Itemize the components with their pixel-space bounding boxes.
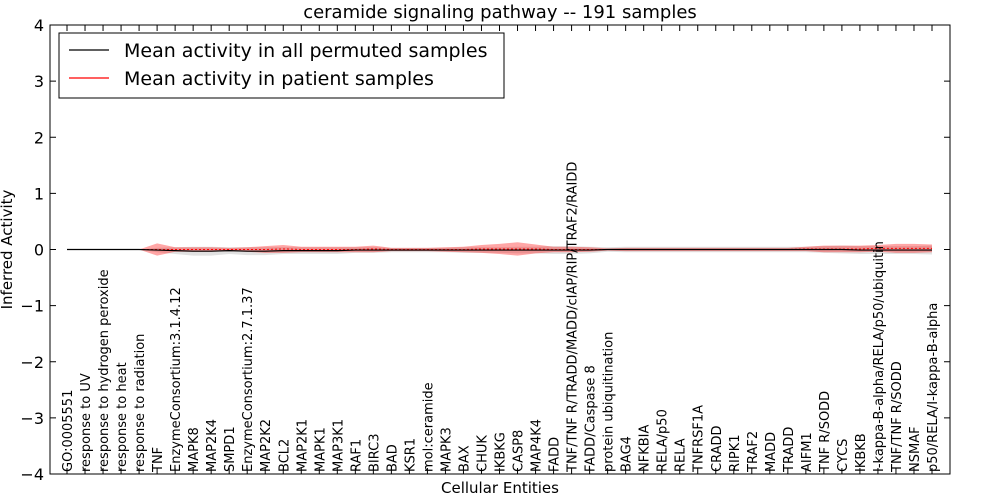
x-tick-label: protein ubiquitination — [602, 332, 617, 472]
x-tick-label: BIRC3 — [367, 434, 382, 473]
x-tick-label: TNFRSF1A — [692, 405, 707, 473]
x-tick-label: response to heat — [115, 362, 130, 472]
x-tick-label: BAG4 — [620, 436, 635, 472]
x-tick-label: MADD — [764, 432, 779, 472]
x-tick-label: mol:ceramide — [421, 382, 436, 472]
legend-label-permuted: Mean activity in all permuted samples — [124, 40, 487, 62]
x-axis-label: Cellular Entities — [441, 479, 559, 497]
legend-box — [58, 32, 505, 99]
x-tick-label: MAP2K2 — [259, 419, 274, 472]
legend: Mean activity in all permuted samples Me… — [58, 32, 505, 99]
x-tick-label: FADD — [548, 437, 563, 472]
x-tick-label: MAP3K1 — [331, 419, 346, 472]
x-tick-label: GO:0005551 — [61, 390, 76, 472]
x-tick-label: TNF/TNF R/TRADD/MADD/cIAP/RIP/TRAF2/RAID… — [566, 162, 581, 473]
x-tick-label: IKBKB — [854, 433, 869, 472]
y-axis: −4 −3 −2 −1 0 1 2 3 4 — [20, 16, 950, 484]
x-tick-label: EnzymeConsortium:3.1.4.12 — [169, 287, 184, 472]
x-tick-label: CASP8 — [512, 430, 527, 472]
x-tick-label: BAX — [457, 445, 472, 472]
y-tick-label: 2 — [34, 128, 44, 147]
y-tick-label: −2 — [20, 353, 44, 372]
x-tick-label: NFKBIA — [638, 425, 653, 472]
x-tick-label: RAF1 — [349, 439, 364, 472]
x-tick-label: TNF — [151, 447, 166, 473]
x-tick-label: response to UV — [79, 373, 94, 472]
y-tick-label: −3 — [20, 409, 44, 428]
x-tick-label: RIPK1 — [728, 434, 743, 472]
x-tick-label: NSMAF — [908, 426, 923, 472]
y-tick-label: −4 — [20, 465, 44, 484]
x-tick-label: TNF/TNF R/SODD — [890, 361, 905, 473]
chart-title: ceramide signaling pathway -- 191 sample… — [303, 2, 697, 23]
x-tick-label: MAP2K4 — [205, 419, 220, 472]
y-tick-label: 0 — [34, 241, 44, 260]
y-tick-label: −1 — [20, 297, 44, 316]
legend-label-patient: Mean activity in patient samples — [124, 68, 434, 90]
series-lines — [67, 247, 932, 252]
x-tick-label: MAPK8 — [187, 427, 202, 472]
x-tick-label: MAP2K1 — [295, 419, 310, 472]
y-axis-label: Inferred Activity — [0, 189, 16, 309]
x-tick-label: response to radiation — [133, 334, 148, 472]
x-tick-label: CYCS — [836, 439, 851, 472]
x-tick-label: TNF R/SODD — [818, 391, 833, 473]
x-tick-label: CRADD — [710, 426, 725, 473]
x-tick-label: FADD/Caspase 8 — [584, 365, 599, 472]
x-tick-label: BAD — [385, 444, 400, 472]
x-tick-label: RELA/p50 — [656, 409, 671, 472]
x-tick-label: BCL2 — [277, 439, 292, 472]
x-tick-label: CHUK — [475, 435, 490, 472]
y-tick-label: 1 — [34, 184, 44, 203]
x-tick-label: EnzymeConsortium:2.7.1.37 — [241, 287, 256, 472]
x-tick-label: KSR1 — [403, 438, 418, 472]
y-tick-label: 4 — [34, 16, 44, 35]
x-tick-label: IKBKG — [494, 432, 509, 472]
x-tick-label: MAPK3 — [439, 427, 454, 472]
x-tick-label: response to hydrogen peroxide — [97, 269, 112, 472]
x-tick-label: MAPK1 — [313, 427, 328, 472]
x-tick-label: SMPD1 — [223, 426, 238, 472]
line-permuted — [67, 248, 932, 252]
x-tick-label: TRADD — [782, 427, 797, 473]
x-tick-label: AIFM1 — [800, 432, 815, 472]
x-axis: GO:0005551 response to UV response to hydr… — [61, 25, 941, 474]
x-tick-label: p50/RELA/I-kappa-B-alpha — [926, 303, 941, 472]
x-tick-label: I-kappa-B-alpha/RELA/p50/ubiquitin — [872, 241, 887, 472]
x-tick-label: RELA — [674, 438, 689, 472]
y-tick-label: 3 — [34, 72, 44, 91]
x-tick-label: MAP4K4 — [530, 419, 545, 472]
x-tick-label: TRAF2 — [746, 431, 761, 473]
